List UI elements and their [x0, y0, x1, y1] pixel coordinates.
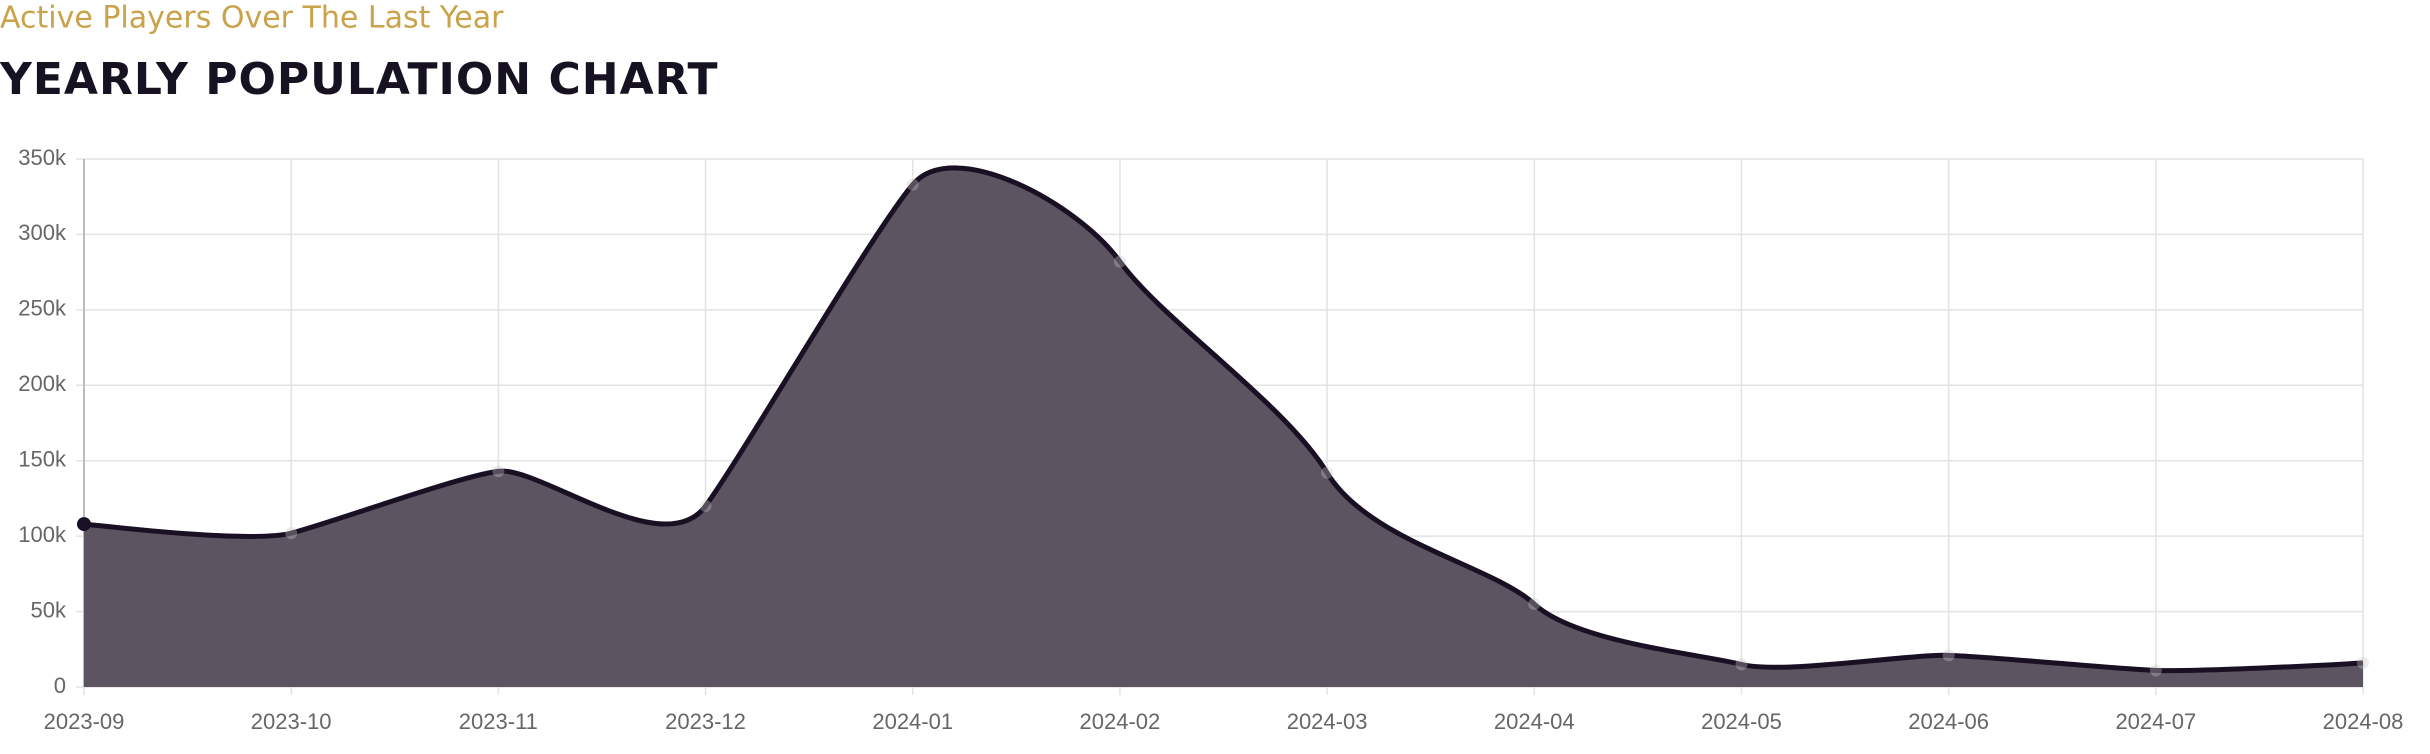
y-tick-label: 250k	[18, 296, 67, 321]
point	[492, 465, 505, 478]
x-tick-label: 2024-05	[1701, 709, 1782, 734]
chart-title: YEARLY POPULATION CHART	[0, 54, 719, 105]
point	[1528, 598, 1541, 611]
point	[77, 517, 91, 532]
y-tick-label: 300k	[18, 220, 67, 245]
x-tick-label: 2024-04	[1494, 709, 1575, 734]
point	[906, 178, 919, 191]
x-tick-label: 2023-10	[251, 709, 332, 734]
x-tick-label: 2024-03	[1287, 709, 1368, 734]
point	[1942, 649, 1955, 662]
x-tick-label: 2024-06	[1908, 709, 1989, 734]
x-tick-label: 2024-07	[2115, 709, 2196, 734]
line	[83, 165, 2364, 674]
point	[1735, 658, 1748, 671]
x-tick-label: 2023-09	[44, 709, 125, 734]
x-tick-label: 2023-11	[459, 709, 538, 734]
y-tick-label: 150k	[18, 447, 67, 472]
x-tick-label: 2024-01	[872, 709, 953, 734]
point	[699, 499, 712, 512]
y-tick-label: 0	[54, 673, 66, 698]
y-tick-label: 200k	[18, 371, 67, 396]
x-tick-label: 2023-12	[665, 709, 746, 734]
point	[285, 527, 298, 540]
point	[1321, 466, 1334, 479]
y-tick-label: 350k	[18, 145, 67, 170]
chart-subtitle: Active Players Over The Last Year	[0, 1, 504, 36]
x-tick-label: 2024-08	[2323, 709, 2404, 734]
y-tick-label: 50k	[31, 597, 67, 622]
y-tick-label: 100k	[18, 522, 67, 547]
point	[2149, 664, 2162, 677]
point	[2357, 656, 2369, 669]
x-tick-label: 2024-02	[1080, 709, 1161, 734]
point	[1113, 255, 1126, 268]
area	[84, 167, 2363, 687]
